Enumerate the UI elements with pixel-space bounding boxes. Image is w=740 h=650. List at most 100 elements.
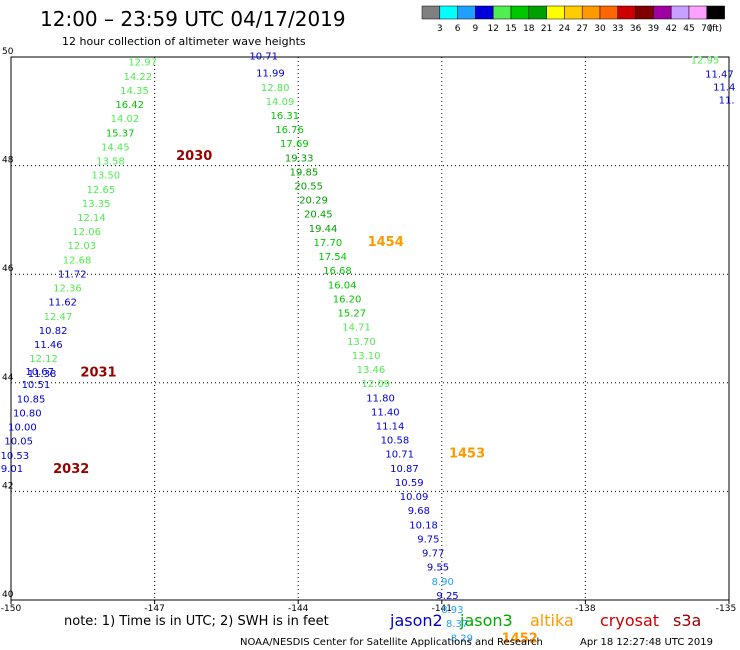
- wave-height-label: 13.50: [91, 171, 120, 182]
- footer-timestamp: Apr 18 12:27:48 UTC 2019: [580, 637, 713, 648]
- pass-time-label: 2031: [80, 365, 116, 380]
- wave-height-label: 12.06: [72, 227, 101, 238]
- x-tick-label: -147: [144, 604, 164, 614]
- colorbar-label: 15: [505, 24, 516, 34]
- wave-height-label: 15.27: [337, 309, 366, 320]
- wave-height-label: 12.09: [361, 379, 390, 390]
- wave-height-label: 12.12: [29, 354, 58, 365]
- colorbar-label: 39: [648, 24, 660, 34]
- y-tick-label: 40: [2, 590, 14, 600]
- mission-legend-item: altika: [530, 611, 574, 630]
- colorbar-label: 6: [455, 24, 461, 34]
- wave-height-label: 13.58: [96, 157, 125, 168]
- colorbar-swatch: [457, 5, 476, 20]
- colorbar-label: 30: [594, 24, 606, 34]
- wave-height-label: 9.75: [417, 534, 439, 545]
- pass-time-labels: 2030 2031 2032 1454 1453 1452: [53, 149, 538, 646]
- wave-height-label: 12.68: [63, 255, 92, 266]
- wave-height-label: 10.71: [249, 52, 278, 63]
- wave-height-label: 15.37: [106, 128, 135, 139]
- wave-height-label: 10.87: [390, 464, 419, 475]
- wave-height-label: 10.58: [381, 436, 410, 447]
- wave-height-label: 10.53: [1, 451, 30, 462]
- wave-height-label: 10.09: [400, 492, 429, 503]
- wave-height-label: 12.95: [691, 56, 720, 67]
- colorbar-unit: (ft): [709, 24, 723, 34]
- colorbar-swatch: [475, 5, 494, 20]
- colorbar-label: 9: [473, 24, 479, 34]
- colorbar-swatch: [706, 5, 725, 20]
- mission-legend-item: cryosat: [600, 611, 659, 630]
- wave-height-label: 10.67: [25, 367, 54, 378]
- colorbar-label: 42: [665, 24, 676, 34]
- y-tick-label: 46: [2, 264, 14, 274]
- wave-height-label: 10.18: [409, 520, 438, 531]
- colorbar-label: 70: [701, 24, 713, 34]
- mission-legend-item: jason3: [459, 611, 513, 630]
- wave-height-label: 20.29: [299, 196, 328, 207]
- x-tick-label: -135: [716, 604, 736, 614]
- colorbar-swatch: [617, 5, 636, 20]
- wave-height-label: 11.14: [376, 421, 405, 432]
- colorbar-swatch: [653, 5, 672, 20]
- colorbar-label: 18: [523, 24, 535, 34]
- wave-height-label: 13.46: [357, 365, 386, 376]
- wave-height-label: 8.93: [441, 605, 463, 616]
- colorbar-swatch: [546, 5, 565, 20]
- pass-time-label: 2030: [176, 149, 212, 164]
- colorbar-label: 21: [541, 24, 552, 34]
- colorbar-label: 3: [437, 24, 443, 34]
- pass-time-label: 1454: [368, 235, 404, 250]
- wave-height-label: 16.42: [115, 100, 144, 111]
- wave-height-label: 10.71: [385, 450, 414, 461]
- colorbar-label: 36: [630, 24, 642, 34]
- colorbar-label: 45: [683, 24, 694, 34]
- wave-height-label: 11.38: [28, 369, 57, 380]
- wave-height-label: 11.4: [713, 83, 735, 94]
- wave-height-label: 19.44: [309, 224, 338, 235]
- wave-height-label: 8.90: [432, 577, 454, 588]
- wave-height-label: 13.70: [347, 337, 376, 348]
- colorbar-label: 33: [612, 24, 623, 34]
- wave-height-label: 13.35: [82, 199, 111, 210]
- colorbar-label: 12: [487, 24, 498, 34]
- wave-height-label: 16.20: [333, 294, 362, 305]
- footer-note: note: 1) Time is in UTC; 2) SWH is in fe…: [64, 614, 329, 629]
- wave-height-label: 14.02: [111, 114, 140, 125]
- wave-height-label: 14.71: [342, 323, 371, 334]
- wave-height-label: 17.69: [280, 139, 309, 150]
- x-tick-label: -141: [432, 604, 452, 614]
- wave-height-label: 9.01: [1, 464, 23, 475]
- y-tick-label: 44: [2, 373, 14, 383]
- wave-height-label: 11.46: [34, 340, 63, 351]
- wave-height-label: 11.62: [48, 298, 77, 309]
- wave-height-label: 17.70: [314, 238, 343, 249]
- colorbar-swatch: [581, 5, 601, 20]
- colorbar-swatch: [528, 5, 547, 20]
- colorbar-label: 24: [559, 24, 571, 34]
- colorbar-swatch: [510, 5, 530, 20]
- wave-height-label: 12.03: [68, 241, 97, 252]
- pass-time-label: 2032: [53, 462, 89, 477]
- colorbar-swatch: [492, 5, 512, 20]
- wave-height-label: 20.45: [304, 210, 333, 221]
- wave-height-label: 14.09: [266, 97, 295, 108]
- y-axis-ticks: 40 42 44 46 48 50: [2, 47, 14, 600]
- wave-height-label: 9.55: [427, 563, 449, 574]
- colorbar-swatch: [439, 5, 458, 20]
- wave-height-label: 10.05: [4, 437, 33, 448]
- wave-height-label: 8.29: [451, 633, 473, 644]
- x-axis-ticks: -150 -147 -144 -141 -138 -135: [1, 600, 736, 614]
- wave-height-label: 19.33: [285, 153, 314, 164]
- wave-height-label: 11.: [719, 96, 735, 107]
- wave-height-label: 10.51: [22, 380, 51, 391]
- pass-time-label: 1452: [502, 631, 538, 646]
- colorbar-swatch: [635, 5, 654, 20]
- wave-height-label: 10.85: [17, 394, 46, 405]
- footer-credit: NOAA/NESDIS Center for Satellite Applica…: [240, 637, 543, 648]
- wave-height-label: 12.65: [87, 185, 116, 196]
- wave-height-label: 12.14: [77, 213, 106, 224]
- wave-height-label: 16.31: [270, 111, 299, 122]
- wave-height-label: 10.00: [8, 423, 37, 434]
